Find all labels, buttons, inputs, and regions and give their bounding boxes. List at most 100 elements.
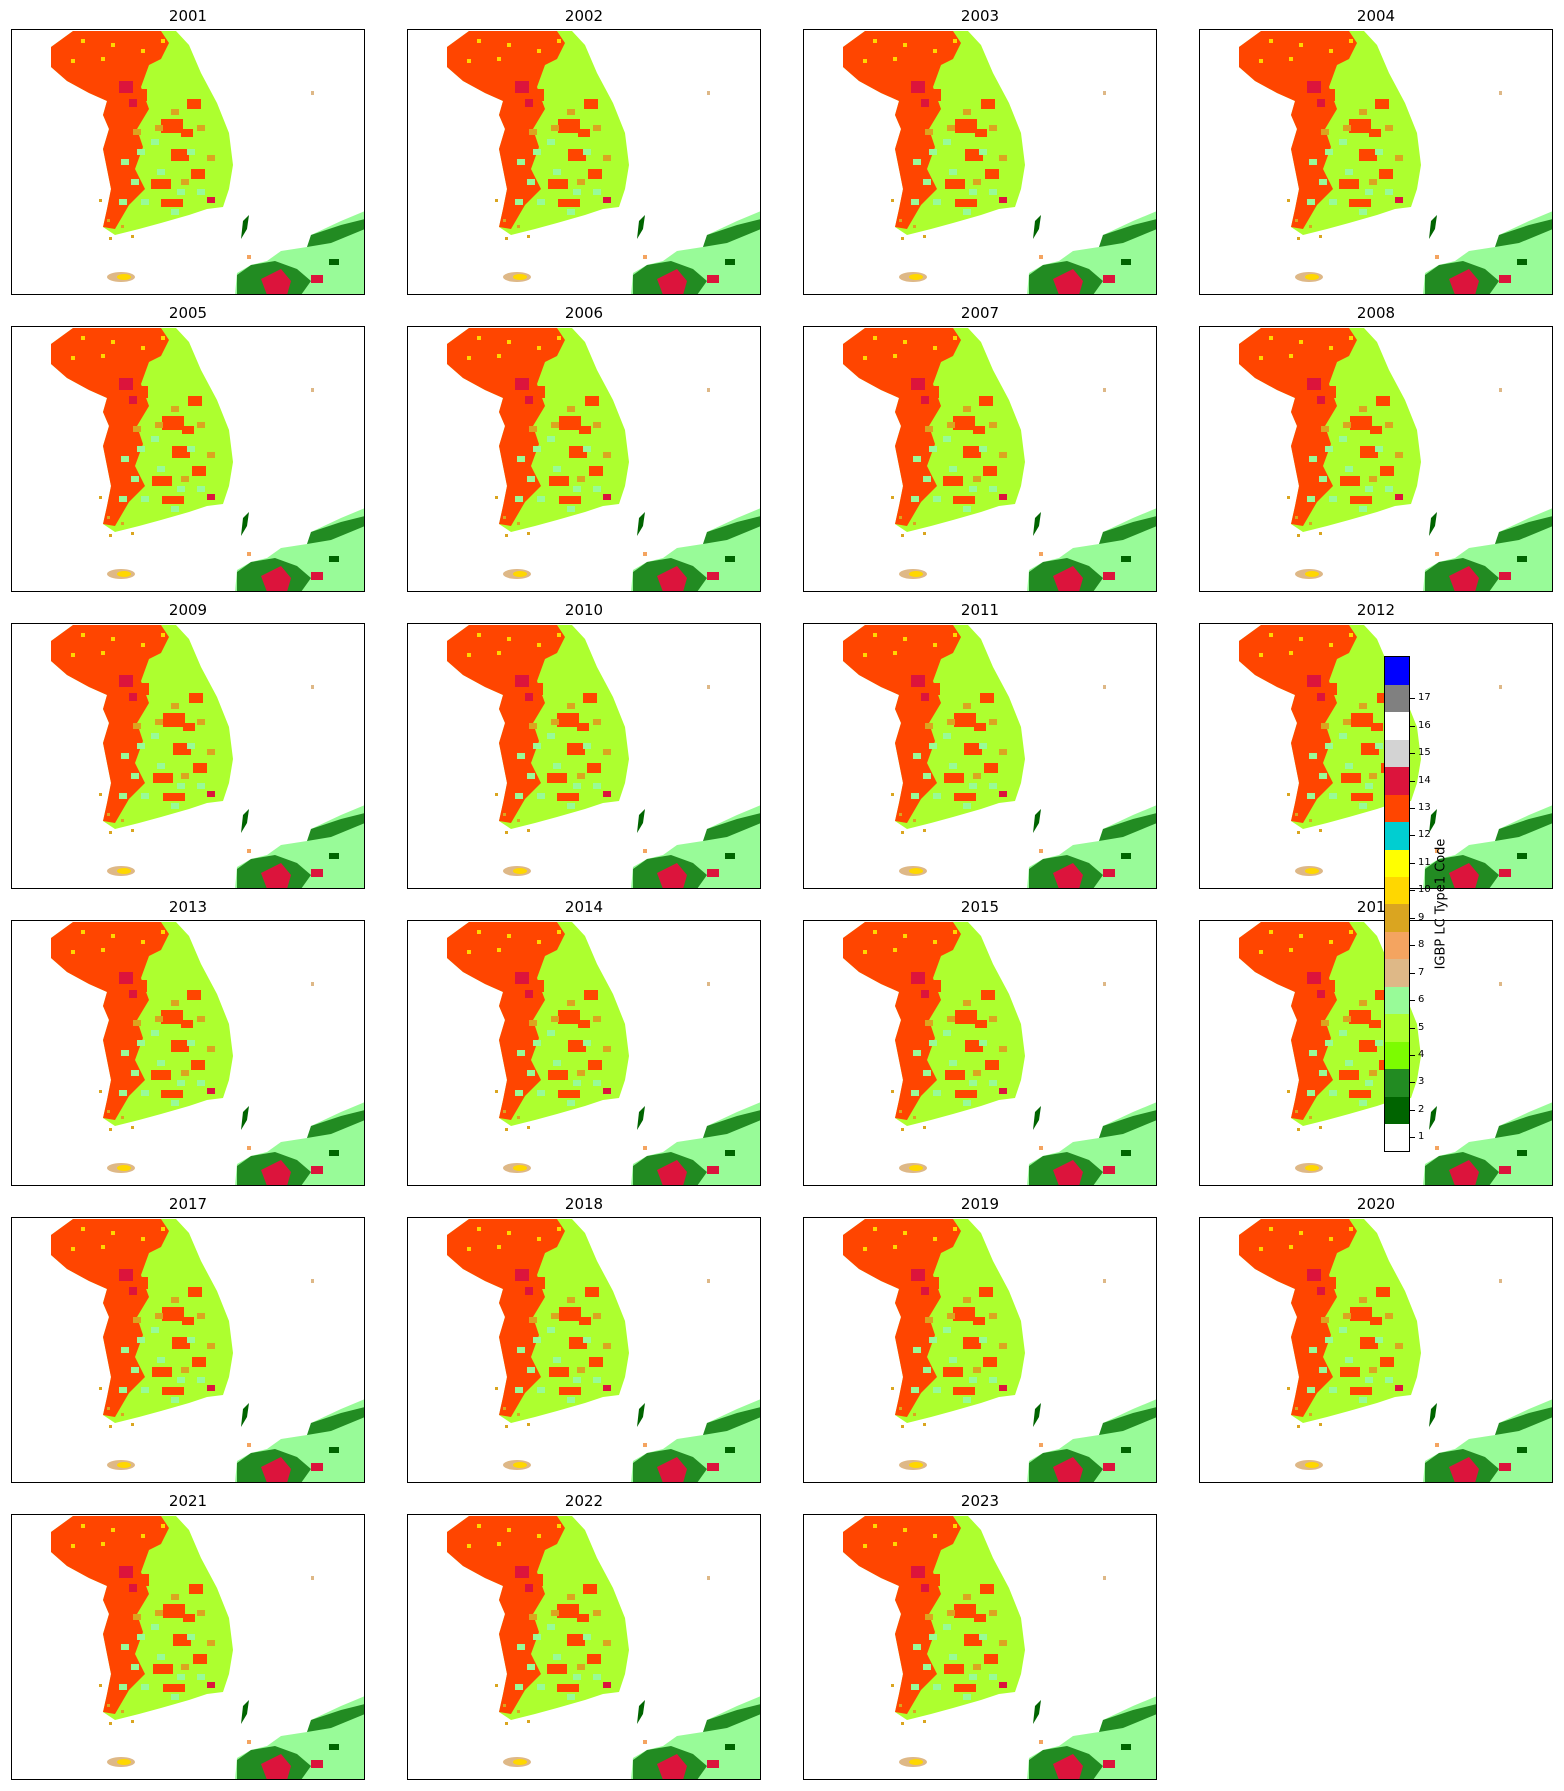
tsushima [241, 215, 249, 239]
tsushima [637, 1700, 645, 1724]
land-cover-map [1199, 1217, 1553, 1483]
map-panel-2013: 2013 [11, 898, 365, 1186]
urban-seoul [515, 378, 529, 390]
land-cropland [1239, 1219, 1357, 1417]
map-panel-2009: 2009 [11, 601, 365, 889]
panel-title: 2006 [564, 304, 604, 322]
colorbar-swatch [1385, 794, 1409, 823]
urban-seoul [515, 1269, 529, 1281]
land-cover-map [803, 1217, 1157, 1483]
colorbar-tick [1410, 1137, 1415, 1138]
ulleungdo [311, 982, 314, 986]
map-panel-2021: 2021 [11, 1492, 365, 1780]
panel-title: 2013 [168, 898, 208, 916]
colorbar-tick [1410, 835, 1415, 836]
land-cover-map [407, 326, 761, 592]
land-cropland [1239, 625, 1357, 823]
map-panel-2004: 2004 [1199, 7, 1553, 295]
colorbar-tick-label: 10 [1418, 884, 1431, 895]
land-cover-map [1199, 623, 1553, 889]
colorbar-label: IGBP LC Type1 Code [1433, 838, 1449, 970]
panel-title: 2011 [960, 601, 1000, 619]
panel-title: 2022 [564, 1492, 604, 1510]
ulleungdo [311, 91, 314, 95]
colorbar-tick [1410, 698, 1415, 699]
land-cover-map [11, 623, 365, 889]
tsushima [1033, 809, 1041, 833]
panel-title: 2015 [960, 898, 1000, 916]
panel-title: 2002 [564, 7, 604, 25]
land-cropland [447, 1516, 565, 1714]
land-cover-map [11, 1514, 365, 1780]
urban-seoul [911, 378, 925, 390]
land-cropland [447, 625, 565, 823]
urban-seoul [515, 1566, 529, 1578]
tsushima [1033, 512, 1041, 536]
map-panel-2012: 2012 [1199, 601, 1553, 889]
urban-seoul [911, 81, 925, 93]
colorbar-swatch [1385, 1068, 1409, 1097]
urban-seoul [515, 81, 529, 93]
colorbar-tick [1410, 890, 1415, 891]
map-panel-2001: 2001 [11, 7, 365, 295]
urban-seoul [515, 972, 529, 984]
urban-seoul [1307, 972, 1321, 984]
tsushima [1429, 809, 1437, 833]
colorbar-swatch [1385, 766, 1409, 795]
map-panel-2006: 2006 [407, 304, 761, 592]
land-cropland [843, 922, 961, 1120]
ulleungdo [707, 685, 710, 689]
colorbar-tick [1410, 1028, 1415, 1029]
urban-seoul [515, 675, 529, 687]
ulleungdo [707, 1279, 710, 1283]
ulleungdo [707, 1576, 710, 1580]
panel-title: 2003 [960, 7, 1000, 25]
colorbar-tick [1410, 945, 1415, 946]
urban-seoul [911, 972, 925, 984]
colorbar-swatch [1385, 986, 1409, 1015]
colorbar-tick-label: 9 [1418, 912, 1425, 923]
colorbar-swatch [1385, 684, 1409, 713]
colorbar-tick [1410, 1082, 1415, 1083]
colorbar-swatch [1385, 876, 1409, 905]
land-cover-map [803, 920, 1157, 1186]
map-panel-2010: 2010 [407, 601, 761, 889]
land-cover-map [407, 29, 761, 295]
map-panel-2023: 2023 [803, 1492, 1157, 1780]
panel-title: 2009 [168, 601, 208, 619]
colorbar-swatch [1385, 931, 1409, 960]
colorbar-swatch [1385, 739, 1409, 768]
colorbar-tick-label: 12 [1418, 829, 1431, 840]
colorbar-tick-label: 15 [1418, 747, 1431, 758]
colorbar-tick [1410, 1055, 1415, 1056]
tsushima [1429, 512, 1437, 536]
land-cover-map [803, 623, 1157, 889]
land-cover-map [11, 920, 365, 1186]
colorbar-swatch [1385, 904, 1409, 932]
ulleungdo [311, 1576, 314, 1580]
land-cover-map [11, 1217, 365, 1483]
panel-title: 2017 [168, 1195, 208, 1213]
colorbar-tick-label: 14 [1418, 775, 1431, 786]
colorbar-tick [1410, 918, 1415, 919]
urban-seoul [911, 1566, 925, 1578]
colorbar-swatch [1385, 1123, 1409, 1152]
colorbar [1384, 656, 1410, 1152]
colorbar-tick-label: 16 [1418, 720, 1431, 731]
colorbar-tick-label: 1 [1418, 1131, 1425, 1142]
ulleungdo [1103, 388, 1106, 392]
ulleungdo [1103, 91, 1106, 95]
land-cover-map [407, 1514, 761, 1780]
colorbar-swatch [1385, 821, 1409, 850]
panel-title: 2023 [960, 1492, 1000, 1510]
map-panel-2018: 2018 [407, 1195, 761, 1483]
ulleungdo [1499, 982, 1502, 986]
land-cover-map [1199, 920, 1553, 1186]
panel-title: 2021 [168, 1492, 208, 1510]
urban-seoul [119, 675, 133, 687]
panel-title: 2005 [168, 304, 208, 322]
colorbar-swatch [1385, 657, 1409, 685]
tsushima [1429, 215, 1437, 239]
ulleungdo [707, 91, 710, 95]
ulleungdo [1499, 388, 1502, 392]
